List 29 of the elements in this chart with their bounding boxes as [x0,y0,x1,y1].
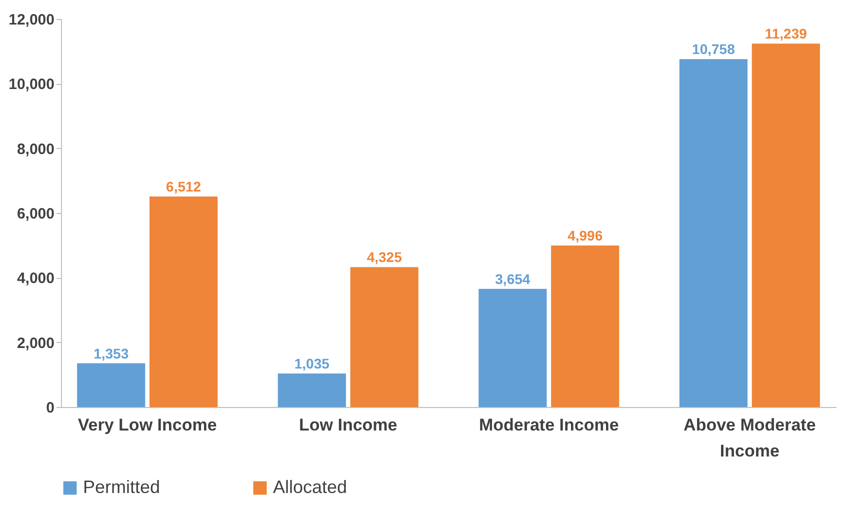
y-tick-label: 6,000 [16,206,54,222]
bar [150,196,218,407]
x-tick-label: Above Moderate Income [684,416,816,460]
y-tick-label: 2,000 [16,334,54,352]
x-tick-label: Moderate Income [478,416,619,434]
y-tick-label: 12,000 [8,12,54,28]
y-tick-label: 4,000 [16,270,54,288]
data-label: 11,239 [764,26,808,42]
bar [350,267,418,407]
bar [77,363,146,407]
bar [478,288,547,407]
data-label: 6,512 [166,178,202,194]
data-label: 4,325 [366,249,402,266]
legend-label: Allocated [273,477,348,497]
bar [752,44,820,407]
data-label: 10,758 [692,41,736,58]
y-tick-label: 8,000 [16,140,54,158]
bar [679,59,748,407]
y-tick-label: 10,000 [8,76,54,94]
legend-label: Permitted [83,477,160,497]
data-label: 3,654 [495,270,530,287]
x-tick-label: Very Low Income [78,416,217,434]
y-tick-label: 0 [46,400,54,416]
data-label: 1,035 [294,356,330,372]
bar [551,245,620,407]
bar [278,374,346,407]
data-label: 1,353 [94,345,129,362]
data-label: 4,996 [568,227,603,244]
x-tick-label: Low Income [298,416,398,434]
